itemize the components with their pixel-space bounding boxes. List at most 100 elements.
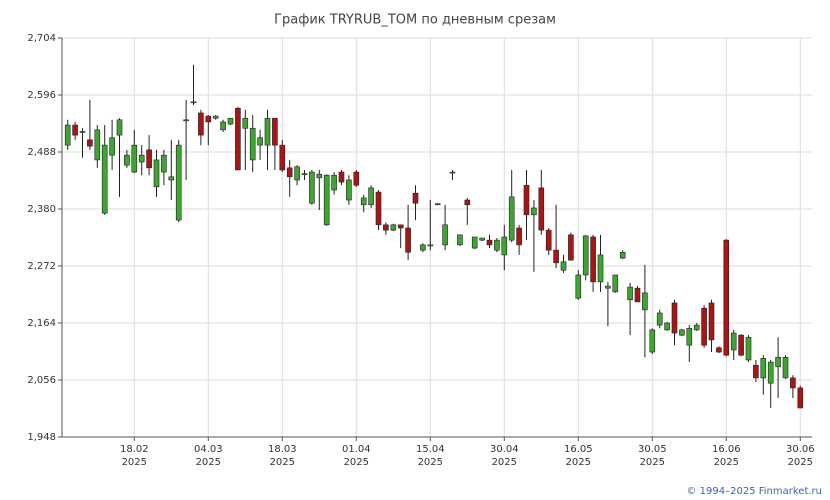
candle-body [516, 227, 522, 246]
candle-body [708, 302, 715, 341]
x-tick-label: 2025 [418, 457, 443, 468]
x-tick-label: 2025 [492, 457, 517, 468]
candle-body [316, 173, 323, 179]
candle-body [368, 187, 374, 206]
y-tick-label: 2,596 [27, 90, 56, 101]
candle-body [531, 207, 537, 216]
candle-body [753, 364, 759, 379]
candle-body [101, 144, 108, 214]
candle-body [124, 154, 130, 166]
candle-body [212, 115, 219, 119]
chart-title: График TRYRUB_TOM по дневным срезам [274, 13, 556, 28]
candle-body [161, 154, 167, 173]
candle-body [560, 261, 567, 271]
candle-body [264, 117, 271, 146]
candle-body [605, 285, 611, 289]
candle-body [494, 239, 500, 251]
candle-body [479, 237, 485, 241]
candle-body [442, 224, 448, 246]
candle-body [257, 137, 263, 146]
candle-body [131, 144, 138, 173]
candle-body [279, 144, 286, 171]
candle-body [198, 112, 204, 136]
candle-body [190, 101, 197, 104]
candle-body [464, 199, 471, 206]
x-tick-label: 16.06 [712, 444, 741, 455]
candle-body [79, 131, 86, 133]
candle-body [420, 244, 426, 251]
candle-body [775, 357, 781, 368]
candle-body [94, 129, 101, 161]
candle-body [116, 119, 123, 136]
x-tick-label: 15.04 [416, 444, 445, 455]
candle-body [738, 334, 744, 356]
candle-body [272, 117, 278, 146]
candle-body [360, 197, 367, 206]
y-tick-label: 2,056 [27, 375, 56, 386]
x-tick-label: 2025 [196, 457, 221, 468]
candle-body [790, 377, 796, 389]
candle-body [294, 166, 300, 181]
candle-body [612, 274, 619, 293]
y-tick-label: 2,272 [27, 261, 56, 272]
candle-body [183, 119, 189, 122]
x-tick-label: 2025 [714, 457, 739, 468]
x-tick-label: 01.04 [342, 444, 371, 455]
candle-body [671, 302, 678, 334]
y-tick-label: 2,704 [27, 33, 56, 44]
candle-body [242, 117, 249, 129]
x-tick-label: 18.03 [268, 444, 297, 455]
y-tick-label: 2,380 [27, 204, 56, 215]
candle-body [782, 357, 789, 379]
candle-body [590, 236, 596, 283]
x-tick-label: 30.05 [638, 444, 667, 455]
candle-body [553, 249, 559, 264]
candle-body [405, 227, 411, 253]
candle-body [375, 191, 382, 226]
candle-body [664, 322, 670, 331]
x-tick-label: 2025 [270, 457, 295, 468]
candle-body [146, 149, 152, 169]
x-tick-label: 2025 [122, 457, 147, 468]
candle-body [449, 171, 456, 174]
candle-body [323, 174, 330, 226]
candle-body [175, 144, 182, 221]
candle-body [309, 171, 315, 204]
x-tick-label: 18.02 [120, 444, 149, 455]
candle-body [390, 224, 397, 231]
candle-body [716, 347, 722, 353]
candle-body [723, 239, 730, 356]
x-tick-label: 30.04 [490, 444, 519, 455]
candle-body [656, 312, 663, 326]
candle-body [109, 137, 115, 156]
source: © 1994–2025 Finmarket.ru [686, 486, 822, 497]
candle-body [634, 287, 641, 303]
candle-body [471, 236, 478, 249]
candle-body [538, 187, 545, 231]
candle-body [383, 224, 389, 231]
candle-body [597, 254, 604, 283]
candle-body [501, 236, 508, 256]
candle-body [767, 361, 774, 384]
x-tick-label: 30.06 [786, 444, 815, 455]
x-tick-label: 2025 [640, 457, 665, 468]
candle-body [286, 167, 293, 178]
y-tick-label: 2,164 [27, 318, 56, 329]
x-tick-label: 2025 [788, 457, 813, 468]
candle-body [64, 124, 71, 146]
candle-body [138, 154, 145, 163]
candle-body [701, 307, 707, 346]
candle-body [693, 324, 700, 331]
candle-body [235, 107, 241, 171]
candle-body [730, 332, 737, 351]
candle-body [427, 244, 434, 247]
candle-body [353, 171, 360, 186]
candle-body [397, 224, 404, 229]
candle-body [486, 239, 493, 246]
candle-body [346, 179, 352, 201]
candle-body [745, 336, 752, 361]
x-tick-label: 2025 [344, 457, 369, 468]
candle-body [649, 329, 656, 353]
